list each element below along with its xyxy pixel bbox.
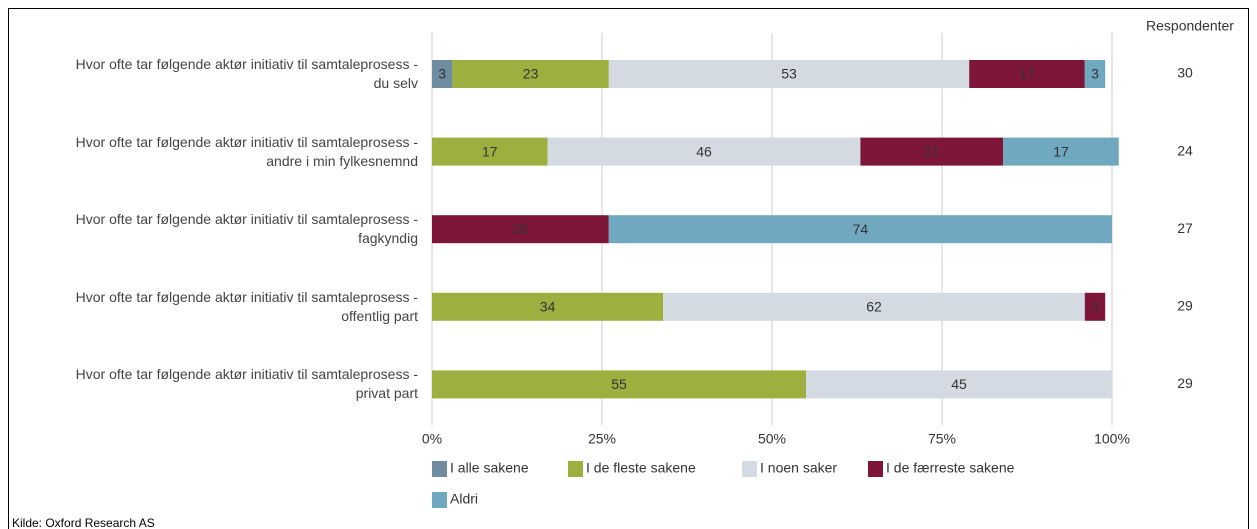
data-label: 53 xyxy=(781,66,797,82)
frame xyxy=(8,8,1249,529)
bar-segment xyxy=(432,370,806,399)
data-label: 3 xyxy=(1091,66,1099,82)
legend-swatch xyxy=(432,492,447,508)
data-label: 46 xyxy=(696,143,712,159)
respondents-value: 24 xyxy=(1177,142,1193,158)
bar-segment xyxy=(806,370,1112,399)
respondents-value: 27 xyxy=(1177,220,1193,236)
data-label: 23 xyxy=(523,66,539,82)
legend-swatch xyxy=(568,461,583,477)
bar-segment xyxy=(432,137,548,166)
legend-swatch xyxy=(868,461,883,477)
respondents-value: 29 xyxy=(1177,375,1193,391)
category-label: Hvor ofte tar følgende aktør initiativ t… xyxy=(75,211,418,247)
data-label: 17 xyxy=(1019,66,1035,82)
bar-segment xyxy=(969,60,1085,88)
bar-segment xyxy=(860,137,1004,166)
bar-segment xyxy=(608,215,1112,244)
data-label: 55 xyxy=(611,376,627,392)
bar-segment xyxy=(608,60,970,88)
legend-label: I alle sakene xyxy=(450,460,529,476)
legend-swatch xyxy=(432,461,447,477)
legend-label: Aldri xyxy=(450,491,478,507)
category-label: Hvor ofte tar følgende aktør initiativ t… xyxy=(75,288,418,324)
data-label: 17 xyxy=(1053,143,1069,159)
bar-segment xyxy=(452,60,609,88)
data-label: 26 xyxy=(513,221,529,237)
bar-segment xyxy=(432,292,664,321)
bar-segment xyxy=(547,137,861,166)
category-label: Hvor ofte tar følgende aktør initiativ t… xyxy=(75,133,418,169)
x-tick-label: 75% xyxy=(928,431,956,447)
data-label: 17 xyxy=(482,143,498,159)
x-tick-label: 100% xyxy=(1094,431,1130,447)
category-label: Hvor ofte tar følgende aktør initiativ t… xyxy=(75,56,418,91)
bar-segment xyxy=(1084,292,1106,321)
data-label: 3 xyxy=(438,66,446,82)
x-tick-label: 50% xyxy=(758,431,786,447)
legend-label: I de fleste sakene xyxy=(586,460,696,476)
data-label: 62 xyxy=(866,299,882,315)
data-label: 34 xyxy=(540,299,556,315)
legend-swatch xyxy=(742,461,757,477)
respondents-header: Respondenter xyxy=(1146,18,1234,34)
bar-segment xyxy=(663,292,1085,321)
bar-segment xyxy=(1084,60,1106,88)
x-tick-label: 25% xyxy=(588,431,616,447)
respondents-value: 29 xyxy=(1177,298,1193,314)
bar-segment xyxy=(432,215,609,244)
category-label: Hvor ofte tar følgende aktør initiativ t… xyxy=(75,366,418,402)
data-label: 45 xyxy=(951,376,967,392)
source: Kilde: Oxford Research AS xyxy=(12,516,155,529)
respondents-value: 30 xyxy=(1177,65,1193,81)
legend-label: I noen saker xyxy=(760,460,837,476)
data-label: 21 xyxy=(924,143,940,159)
legend-label: I de færreste sakene xyxy=(886,460,1015,476)
bar-segment xyxy=(1003,137,1119,166)
data-label: 74 xyxy=(853,221,869,237)
x-tick-label: 0% xyxy=(422,431,442,447)
bar-segment xyxy=(432,60,453,88)
data-label: 3 xyxy=(1091,299,1099,315)
